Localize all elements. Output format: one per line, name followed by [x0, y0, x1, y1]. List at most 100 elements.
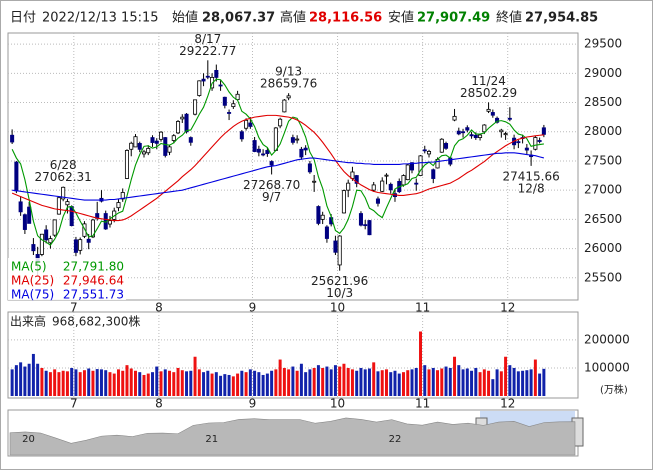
candle-body [299, 148, 304, 158]
candle-body [316, 206, 321, 224]
candle-body [116, 202, 121, 209]
candle-body [90, 219, 95, 238]
candle-body [405, 164, 410, 181]
candle-body [422, 149, 427, 152]
candle-body [218, 84, 223, 87]
volume-bar [291, 366, 295, 396]
low-label: 安値 [388, 10, 414, 26]
annotation-date: 8/17 [194, 32, 221, 46]
volume-bar [197, 369, 201, 396]
candle-body [282, 99, 287, 113]
legend-value: 27,791.80 [63, 260, 124, 274]
candle-body [380, 180, 385, 192]
volume-bar [402, 372, 405, 396]
candle-body [333, 240, 338, 253]
volume-bar [350, 369, 354, 396]
legend-label: MA(25) [11, 274, 54, 288]
candle-body [503, 133, 508, 136]
volume-bar [533, 359, 537, 396]
candle-body [367, 220, 372, 236]
candle-body [499, 129, 504, 133]
volume-bar [410, 369, 414, 396]
volume-bar [304, 372, 308, 396]
volume-bar [470, 370, 474, 396]
legend: MA(5) 27,791.80 MA(25) 27,946.64 MA(75) 27,55… [8, 258, 126, 302]
volume-bar [36, 363, 40, 396]
x-tick-label: 10 [330, 301, 345, 315]
volume-bar [495, 369, 499, 396]
legend-label: MA(5) [11, 260, 47, 274]
volume-bar [53, 369, 57, 396]
annotation-price: 28659.76 [260, 77, 317, 91]
volume-bar [521, 370, 525, 396]
annotation-price: 25621.96 [311, 274, 368, 288]
navigator-area [9, 417, 576, 456]
candle-body [495, 117, 500, 123]
volume-bar [316, 365, 320, 396]
volume-bar [219, 375, 223, 396]
candle-body [124, 150, 130, 179]
volume-bar [270, 370, 274, 396]
candle-body [312, 180, 317, 183]
volume-bar [512, 367, 516, 396]
ma-line [11, 114, 544, 222]
legend-value: 27,551.73 [63, 288, 124, 302]
volume-bar [189, 370, 193, 396]
candle-body [239, 131, 244, 140]
volume-bar [104, 370, 108, 396]
x-tick-label: 7 [70, 397, 78, 411]
volume-bar [516, 371, 520, 396]
volume-bar [329, 369, 333, 396]
candle-body [18, 201, 23, 213]
candle-body [65, 201, 70, 206]
volume-bar [448, 367, 452, 396]
legend-label: MA(75) [11, 288, 54, 302]
volume-bar [146, 373, 150, 396]
volume-bar [287, 369, 291, 396]
volume-bar [40, 367, 44, 396]
x-tick-label: 12 [500, 301, 515, 315]
price-panel [7, 32, 579, 301]
volume-bar [338, 366, 342, 396]
volume-bar [31, 353, 35, 396]
candle-body [490, 112, 495, 116]
volume-bar [112, 373, 116, 396]
candle-body [39, 233, 44, 255]
candle-body [384, 174, 389, 177]
volume-bar [10, 369, 14, 396]
candle-body [482, 124, 487, 133]
open-value: 28,067.37 [202, 11, 275, 26]
volume-bar [359, 367, 363, 396]
candle-body [388, 183, 393, 191]
volume-bar [244, 372, 248, 396]
volume-bar [261, 374, 265, 396]
high-value: 28,116.56 [309, 11, 382, 26]
volume-bar [223, 374, 227, 396]
candle-body [507, 117, 512, 120]
volume-bar [427, 369, 431, 396]
close-value: 27,954.85 [525, 11, 598, 26]
volume-bar [151, 372, 154, 396]
y-tick-label: 27500 [584, 153, 622, 167]
candle-body [222, 96, 227, 106]
y-tick-label: 29500 [584, 37, 622, 51]
candle-body [524, 147, 529, 151]
volume-bar [457, 365, 461, 396]
y-tick-label: 29000 [584, 66, 622, 80]
candle-body [69, 206, 74, 227]
candle-body [346, 182, 351, 191]
candle-body [426, 151, 432, 155]
candle-body [201, 78, 206, 82]
candle-body [516, 141, 521, 144]
candle-body [129, 142, 134, 150]
volume-bar [23, 366, 27, 396]
candle-body [307, 163, 312, 173]
volume-bar [453, 356, 457, 396]
candle-body [150, 137, 155, 143]
volume-bar [202, 372, 206, 396]
volume-bar [538, 373, 542, 396]
candle-body [290, 137, 295, 143]
candle-body [456, 130, 461, 135]
candle-body [478, 134, 483, 138]
